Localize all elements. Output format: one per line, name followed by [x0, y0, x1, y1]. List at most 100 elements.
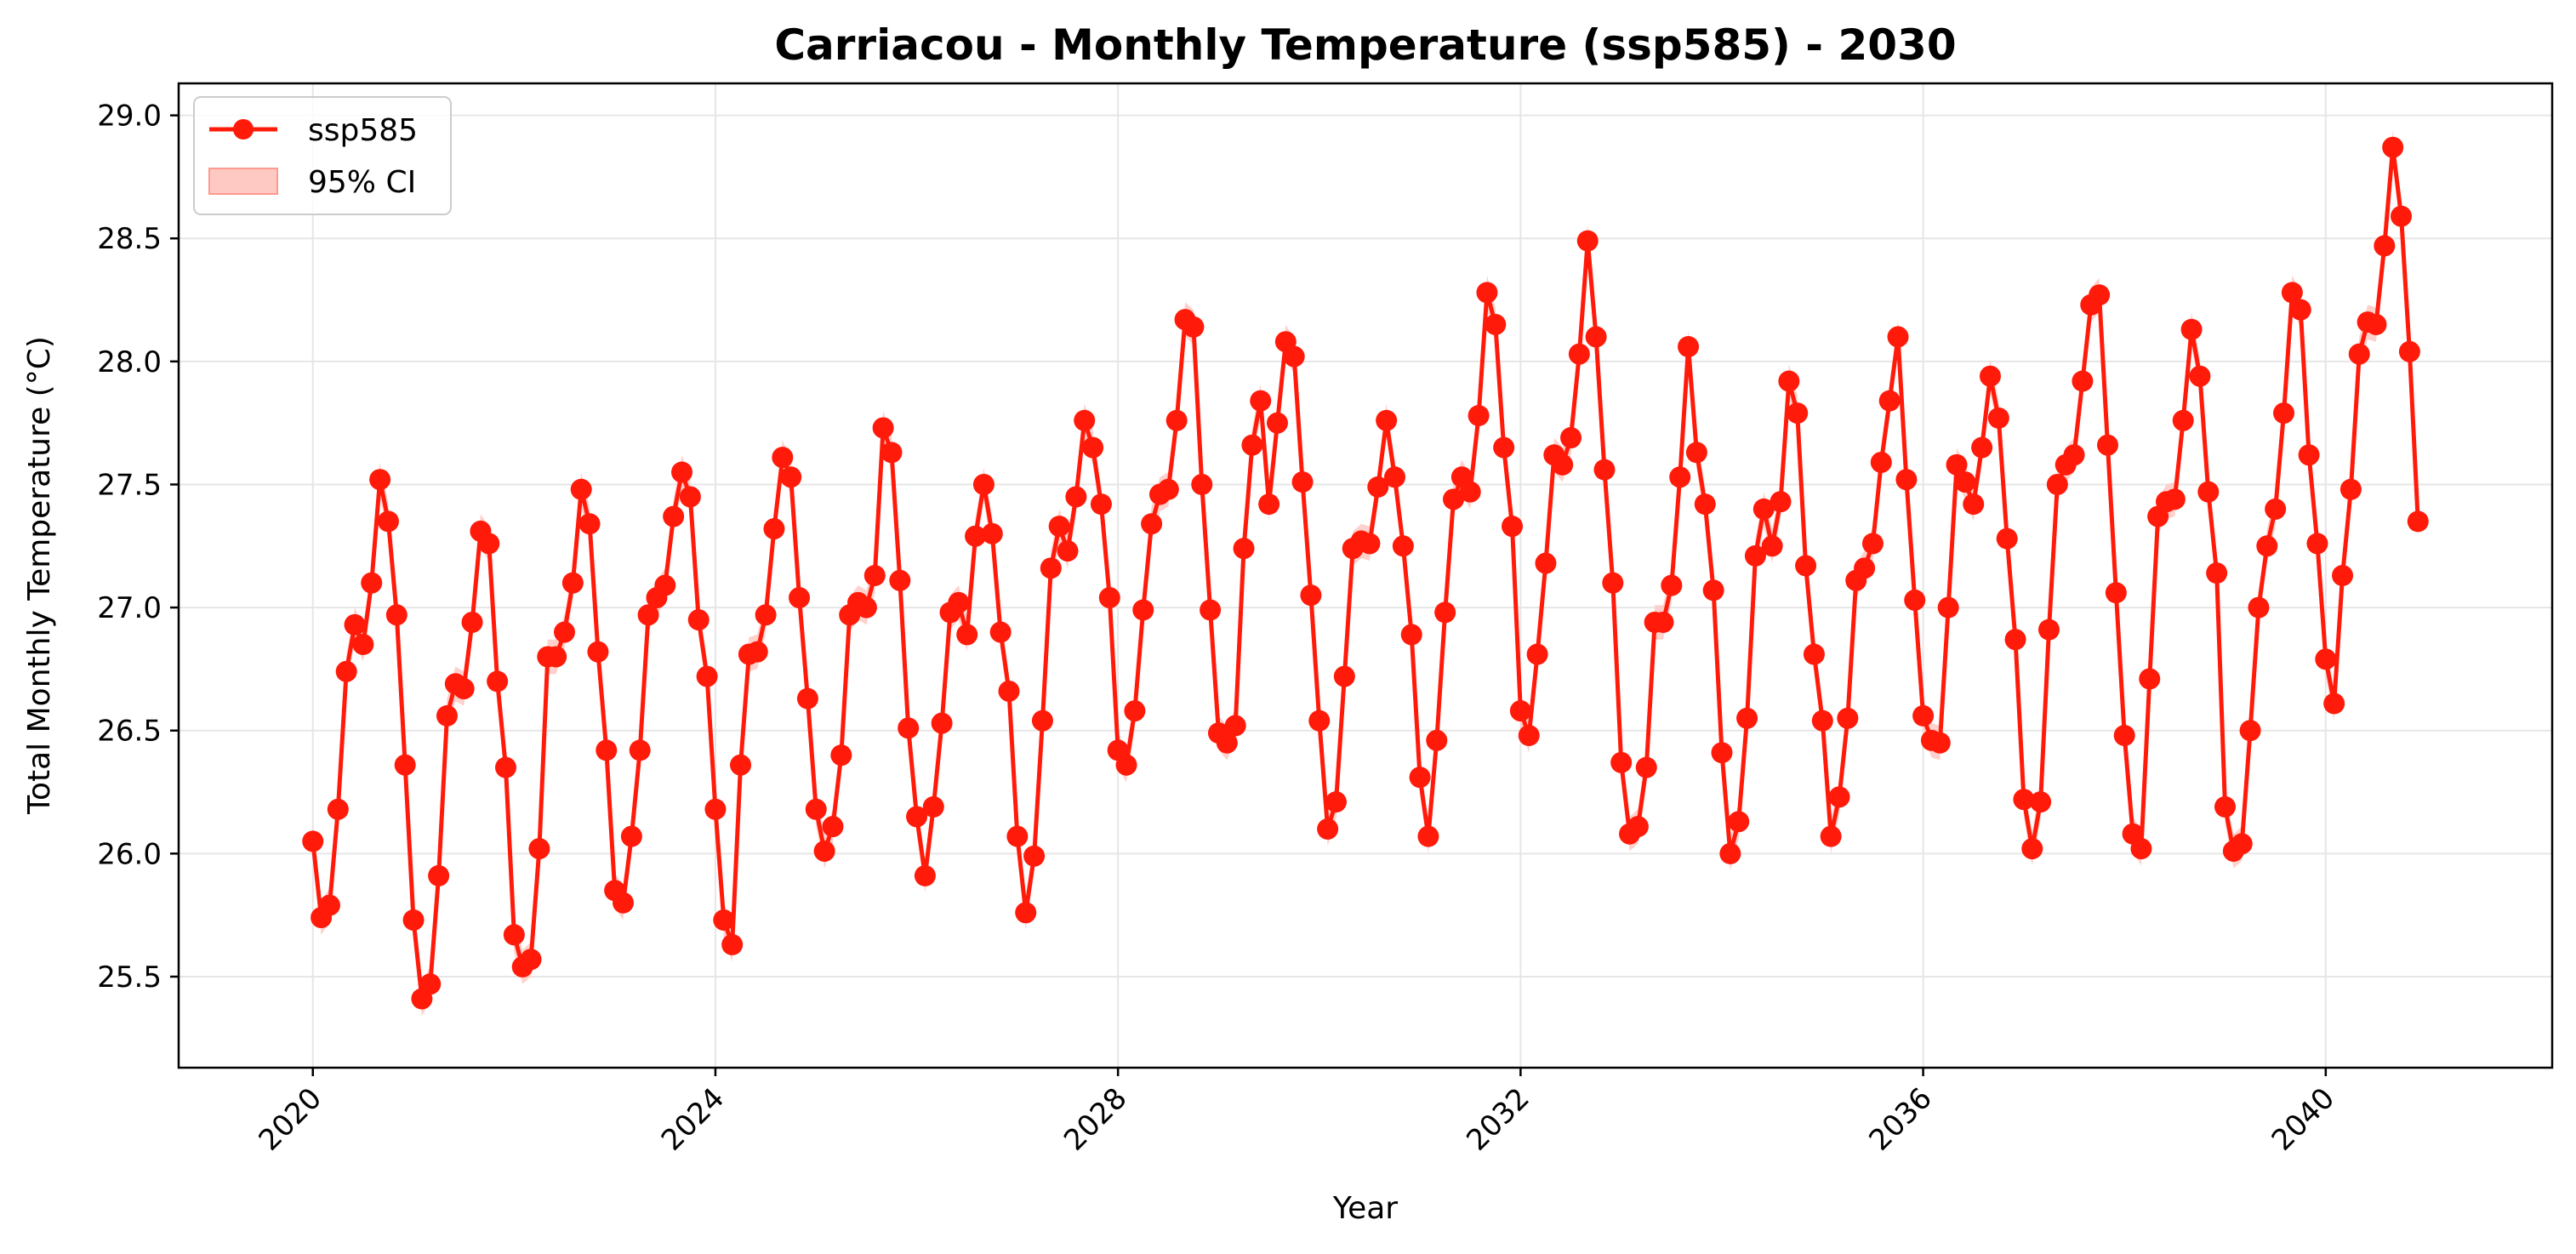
data-point [461, 611, 483, 633]
data-point [344, 613, 366, 636]
data-point [1426, 729, 1448, 751]
data-point [596, 739, 618, 761]
data-point [721, 933, 744, 955]
data-point [318, 894, 340, 916]
data-point [2407, 510, 2429, 533]
data-point [730, 754, 752, 776]
data-point [881, 442, 903, 464]
data-point [1878, 390, 1901, 412]
data-point [1979, 365, 2001, 387]
data-point [478, 533, 500, 555]
data-point [2021, 838, 2043, 860]
data-point [1861, 533, 1884, 555]
data-point [1141, 513, 1163, 535]
data-point [1183, 316, 1205, 338]
data-point [1711, 742, 1733, 764]
data-point [796, 687, 818, 710]
data-point [1509, 700, 1531, 722]
data-point [914, 864, 936, 886]
data-point [1031, 710, 1053, 732]
data-point [394, 754, 416, 776]
data-point [998, 680, 1020, 702]
data-point [1761, 535, 1783, 557]
data-point [361, 572, 383, 594]
data-point [2265, 498, 2287, 520]
data-point [2013, 789, 2035, 811]
data-point [1191, 473, 1213, 495]
data-point [1678, 335, 1700, 357]
legend-label-ci: 95% CI [308, 165, 416, 200]
data-point [335, 660, 357, 682]
data-point [1216, 732, 1238, 754]
data-point [487, 670, 509, 693]
data-point [1040, 557, 1062, 579]
data-point [1376, 409, 1398, 431]
data-point [1233, 538, 1255, 560]
data-point [2130, 838, 2152, 860]
data-point [1593, 459, 1616, 481]
data-point [1325, 791, 1347, 813]
data-point [1811, 710, 1833, 732]
data-point [1702, 579, 1724, 601]
data-point [369, 469, 391, 491]
data-point [1669, 466, 1691, 488]
data-point [956, 624, 978, 646]
data-point [561, 572, 584, 594]
data-point [713, 909, 735, 931]
data-point [1224, 715, 1246, 737]
data-point [1904, 589, 1926, 611]
legend-label-ssp585: ssp585 [308, 113, 418, 148]
data-point [2382, 136, 2404, 158]
data-point [1065, 486, 1087, 508]
data-point [898, 717, 920, 739]
data-point [1434, 601, 1456, 624]
data-point [1283, 345, 1305, 368]
data-point [1367, 476, 1389, 498]
data-point [2172, 409, 2194, 431]
y-tick-label: 26.0 [97, 837, 162, 871]
data-point [1308, 710, 1331, 732]
data-point [1048, 516, 1070, 538]
data-point [1250, 390, 1272, 412]
data-point [1728, 811, 1750, 833]
y-tick-label: 25.5 [97, 960, 162, 995]
legend-point-marker [233, 119, 254, 140]
data-point [1241, 434, 1263, 456]
data-point [1694, 493, 1716, 516]
data-point [1476, 282, 1498, 304]
data-point [1023, 845, 1046, 867]
data-point [2365, 313, 2387, 335]
data-point [1359, 533, 1381, 555]
data-point [1526, 643, 1548, 665]
data-point [1333, 665, 1355, 687]
data-point [637, 604, 659, 626]
data-point [570, 478, 592, 500]
data-point [494, 756, 516, 778]
data-point [1895, 469, 1918, 491]
data-point [813, 840, 835, 862]
data-point [2163, 488, 2186, 510]
y-tick-label: 27.0 [97, 591, 162, 625]
series-ssp585 [302, 136, 2429, 1010]
data-point [1803, 643, 1825, 665]
data-point [2113, 725, 2135, 747]
data-point [1443, 488, 1465, 510]
data-point [1417, 825, 1439, 847]
data-point [2248, 596, 2270, 618]
data-point [1929, 732, 1951, 754]
data-point [1996, 527, 2018, 550]
data-point [1987, 407, 2009, 429]
data-point [545, 646, 567, 668]
x-axis-label: Year [1332, 1191, 1398, 1226]
data-point [2197, 481, 2220, 503]
data-point [746, 641, 768, 663]
data-point [385, 604, 407, 626]
data-point [1820, 825, 1842, 847]
data-point [696, 665, 718, 687]
data-point [1736, 707, 1758, 729]
data-point [1258, 493, 1280, 516]
data-point [2214, 795, 2237, 818]
data-point [1485, 313, 1507, 335]
data-point [2323, 693, 2345, 715]
data-point [1468, 404, 1490, 426]
